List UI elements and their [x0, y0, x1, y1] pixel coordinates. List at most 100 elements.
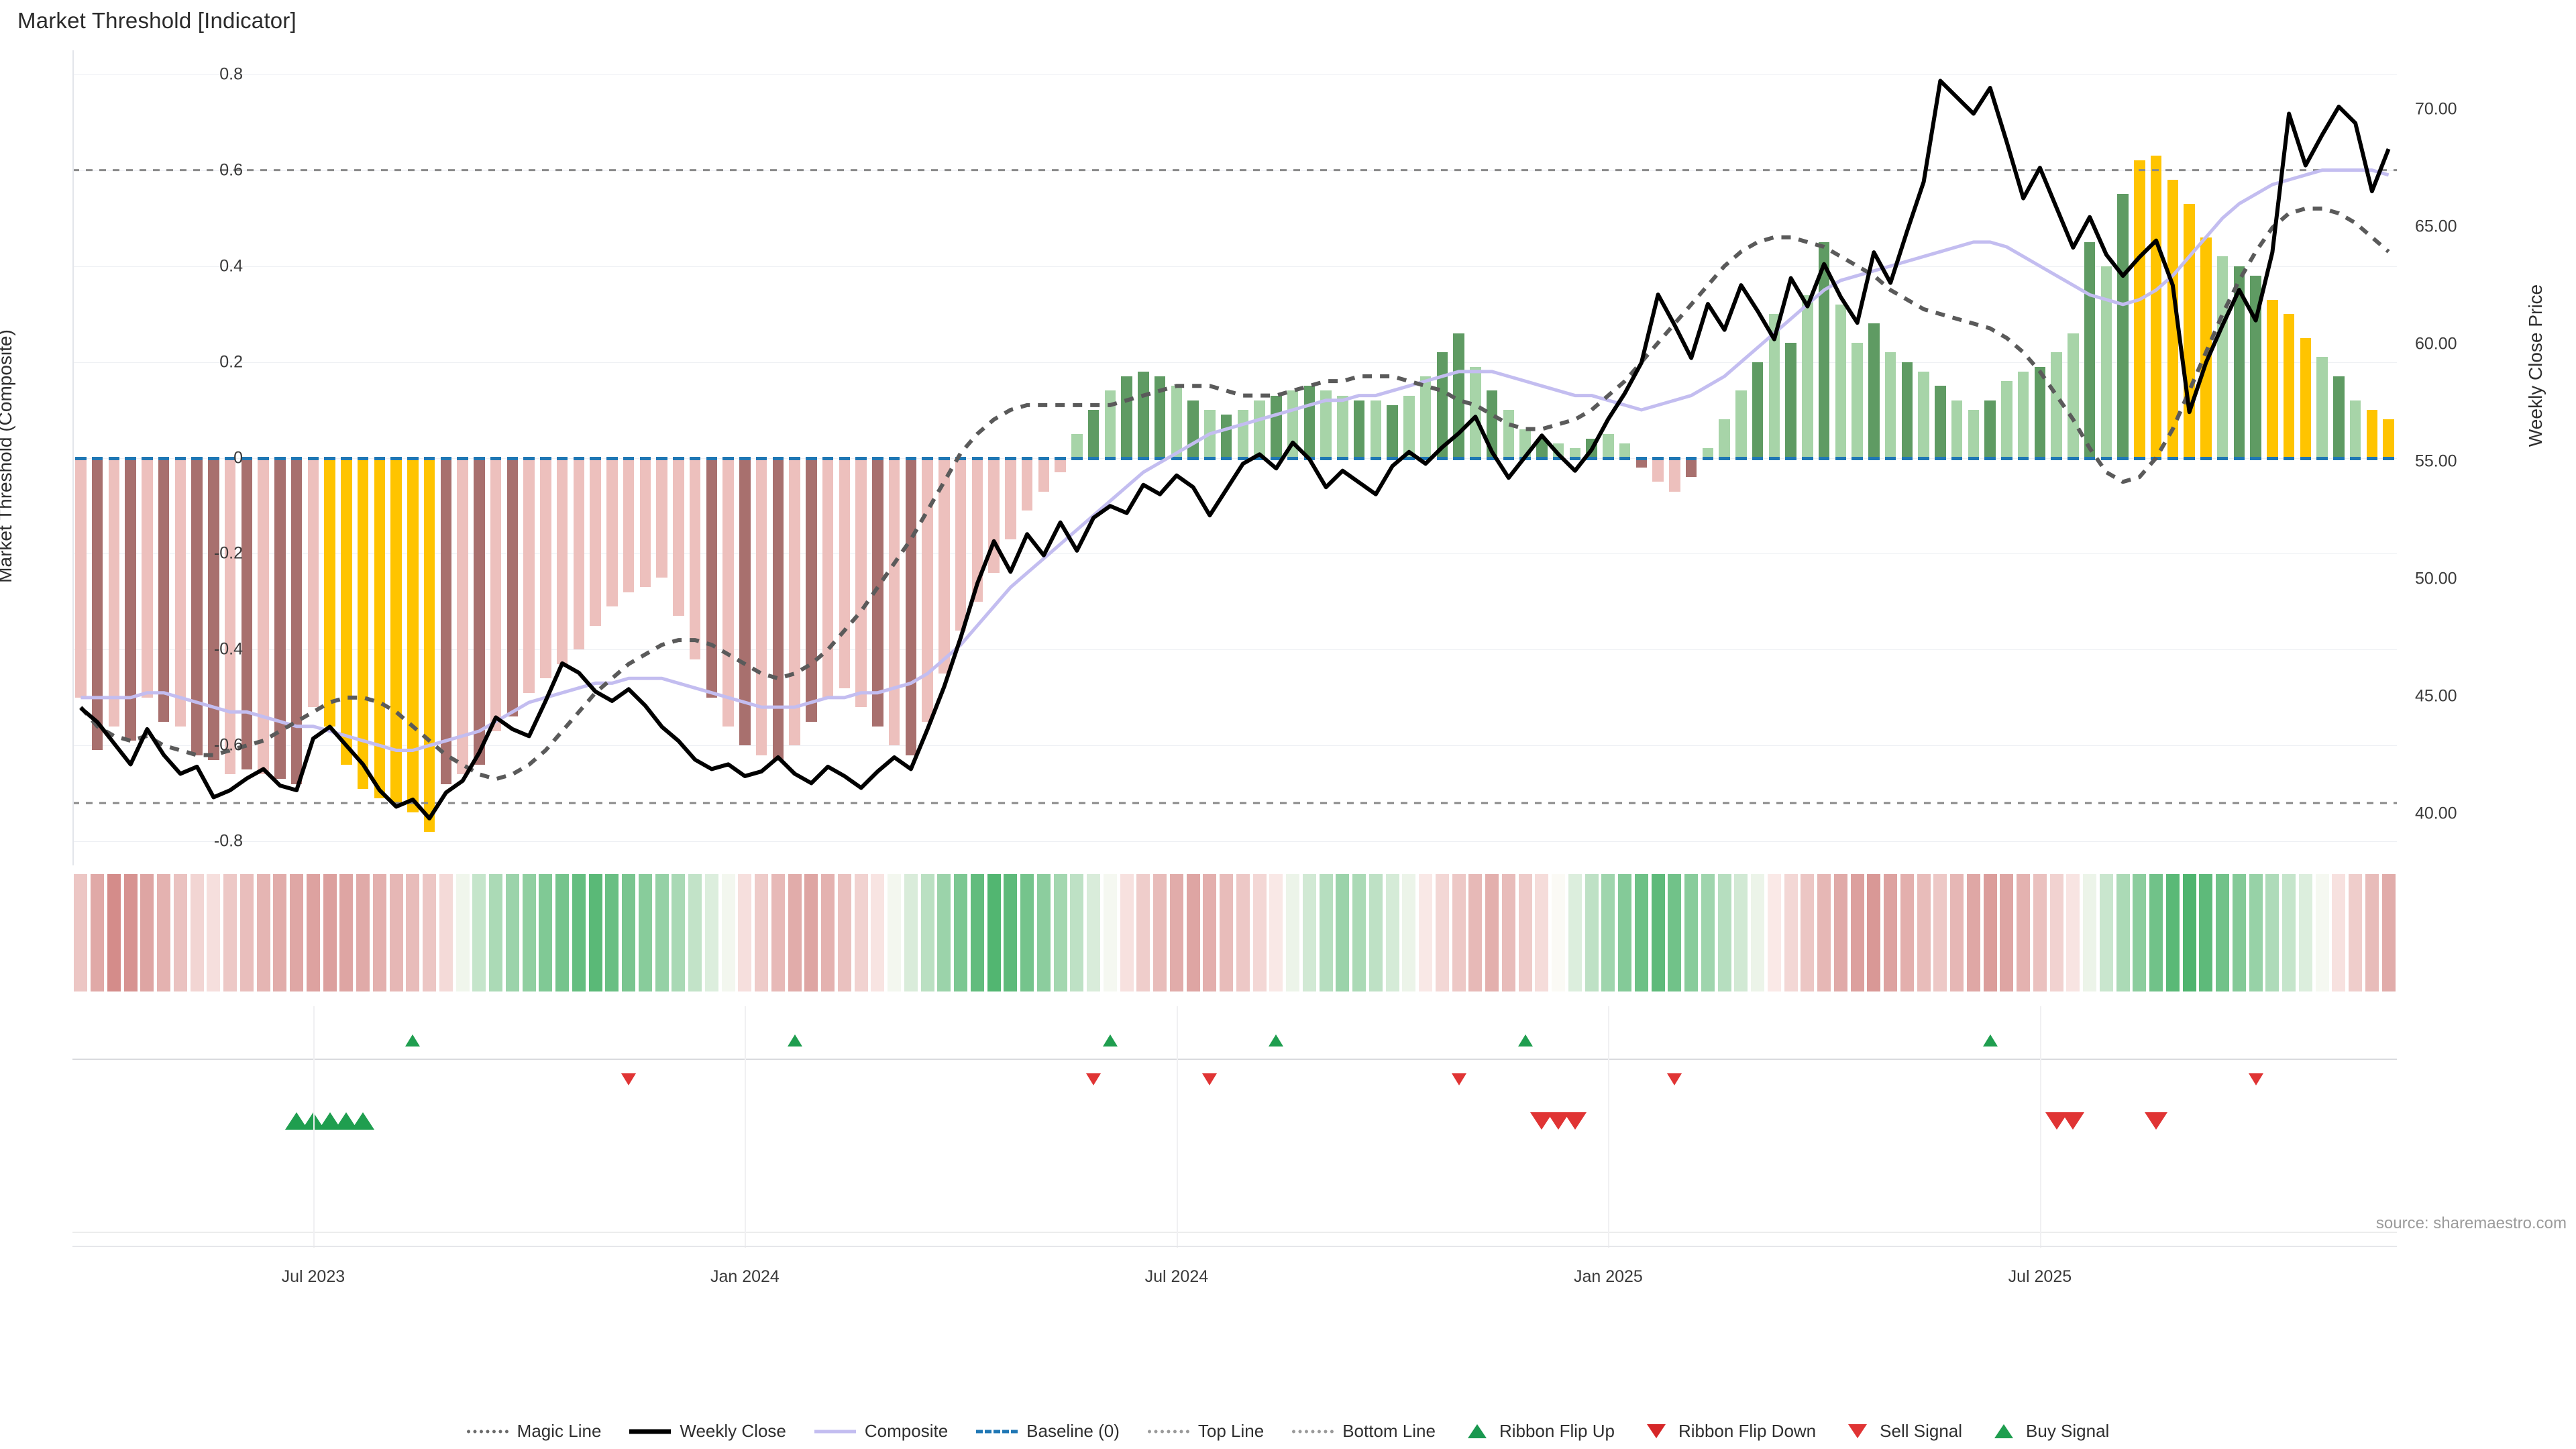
up-triangle-marker	[1269, 1034, 1284, 1046]
baseline-dash	[1918, 456, 1929, 460]
baseline-dash	[1669, 456, 1680, 460]
heatmap-cell	[2083, 874, 2097, 991]
legend-label: Weekly Close	[680, 1421, 786, 1441]
composite-bar	[1868, 323, 1880, 458]
composite-bar	[1204, 410, 1216, 458]
legend-item-composite[interactable]: Composite	[814, 1421, 948, 1442]
baseline-dash	[1387, 456, 1398, 460]
composite-bar	[390, 458, 402, 804]
heatmap-cell	[539, 874, 553, 991]
heatmap-cell	[837, 874, 851, 991]
heatmap-cell	[937, 874, 951, 991]
baseline-dash	[1851, 456, 1863, 460]
baseline-dash	[1337, 456, 1348, 460]
baseline-dash	[1802, 456, 1813, 460]
heatmap-cell	[455, 874, 470, 991]
baseline-dash	[1087, 456, 1099, 460]
composite-bar	[1768, 314, 1780, 458]
heatmap-cell	[2216, 874, 2230, 991]
legend-item-ribbon-flip-up[interactable]: Ribbon Flip Up	[1464, 1421, 1615, 1442]
composite-bar	[457, 458, 468, 775]
heatmap-cell	[1900, 874, 1914, 991]
baseline-dash	[1835, 456, 1847, 460]
baseline-dash	[1187, 456, 1199, 460]
composite-bar	[656, 458, 667, 578]
baseline-dash	[656, 456, 667, 460]
legend-item-weekly-close[interactable]: Weekly Close	[629, 1421, 786, 1442]
composite-bar	[1353, 400, 1365, 458]
signal-panel	[72, 1100, 2397, 1248]
legend-item-sell-signal[interactable]: Sell Signal	[1844, 1421, 1962, 1442]
heatmap-cell	[954, 874, 968, 991]
legend-item-top-line[interactable]: Top Line	[1147, 1421, 1264, 1442]
composite-bar	[2300, 337, 2312, 458]
x-tick-label: Jan 2025	[1573, 1267, 1643, 1286]
baseline-dash	[606, 456, 618, 460]
baseline-dash	[1138, 456, 1149, 460]
legend-item-magic-line[interactable]: Magic Line	[466, 1421, 601, 1442]
composite-bar	[673, 458, 684, 616]
composite-bar	[1552, 443, 1564, 458]
baseline-dash	[1935, 456, 1946, 460]
baseline-dash	[1951, 456, 1963, 460]
baseline-dash	[1370, 456, 1382, 460]
legend-label: Composite	[864, 1421, 949, 1441]
heatmap-cell	[1087, 874, 1101, 991]
composite-bar	[2084, 241, 2096, 458]
baseline-dash	[2184, 456, 2195, 460]
gridline	[72, 266, 2397, 267]
legend-item-bottom-line[interactable]: Bottom Line	[1292, 1421, 1436, 1442]
composite-bar	[1005, 458, 1016, 539]
composite-bar	[341, 458, 352, 765]
composite-bar	[224, 458, 236, 775]
legend-label: Bottom Line	[1342, 1421, 1436, 1441]
baseline-dash	[806, 456, 817, 460]
legend-item-baseline-0[interactable]: Baseline (0)	[976, 1421, 1120, 1442]
composite-bar	[290, 458, 303, 784]
heatmap-cell	[356, 874, 370, 991]
x-tick-label: Jan 2024	[710, 1267, 780, 1286]
right-tick-label: 50.00	[2415, 569, 2457, 588]
heatmap-cell	[1120, 874, 1134, 991]
composite-bar	[573, 458, 585, 650]
heatmap-cell	[1485, 874, 1499, 991]
baseline-dash	[1353, 456, 1365, 460]
left-tick-label: 0.6	[219, 160, 243, 180]
up-triangle-icon	[1990, 1424, 2017, 1439]
baseline-dash	[1453, 456, 1464, 460]
heatmap-cell	[1684, 874, 1699, 991]
heatmap-cell	[239, 874, 254, 991]
composite-bar	[2017, 371, 2029, 458]
composite-bar	[75, 458, 87, 698]
heatmap-cell	[505, 874, 519, 991]
composite-bar	[1154, 376, 1166, 458]
left-tick-label: 0.2	[219, 352, 243, 372]
heatmap-cell	[1717, 874, 1731, 991]
composite-bar	[806, 458, 817, 722]
composite-bar	[1685, 458, 1697, 478]
legend-item-buy-signal[interactable]: Buy Signal	[1990, 1421, 2109, 1442]
legend-item-ribbon-flip-down[interactable]: Ribbon Flip Down	[1643, 1421, 1816, 1442]
heatmap-cell	[223, 874, 237, 991]
baseline-dash	[1271, 456, 1282, 460]
baseline-dash	[2366, 456, 2378, 460]
heatmap-cell	[1817, 874, 1831, 991]
down-triangle-marker	[1086, 1073, 1102, 1085]
composite-bar	[1984, 400, 1996, 458]
composite-bar	[2001, 381, 2012, 458]
baseline-dash	[274, 456, 286, 460]
heatmap-cell	[2298, 874, 2312, 991]
gridline	[72, 458, 2397, 459]
heatmap-cell	[1286, 874, 1300, 991]
up-triangle-marker	[1982, 1034, 1998, 1046]
heatmap-cell	[1966, 874, 1980, 991]
composite-bar	[2051, 352, 2062, 458]
baseline-dash	[2316, 456, 2328, 460]
heatmap-cell	[1269, 874, 1283, 991]
composite-bar	[772, 458, 784, 760]
composite-bar	[2333, 376, 2345, 458]
baseline-dash	[673, 456, 684, 460]
baseline-dash	[1220, 456, 1232, 460]
heatmap-cell	[1601, 874, 1615, 991]
panel-separator	[313, 1006, 315, 1114]
